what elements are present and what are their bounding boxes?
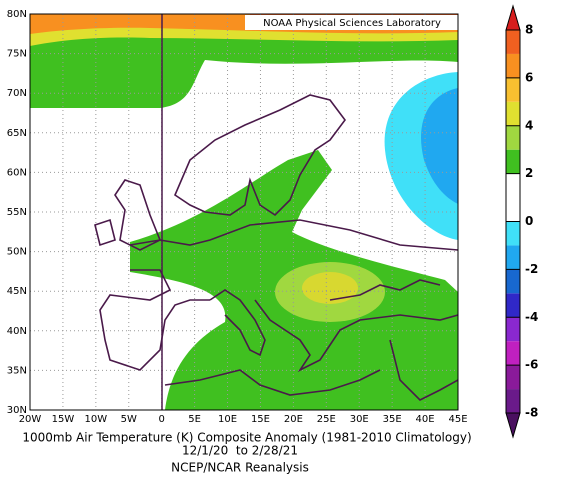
lon-tick-label: 15E bbox=[251, 414, 270, 425]
lab-box bbox=[245, 15, 458, 30]
caption-title: 1000mb Air Temperature (K) Composite Ano… bbox=[22, 431, 471, 445]
colorbar-swatch bbox=[506, 30, 520, 54]
colorbar-swatch bbox=[506, 77, 520, 102]
coast bbox=[99, 269, 210, 371]
lat-tick-label: 40N bbox=[7, 326, 27, 337]
map-frame bbox=[29, 13, 459, 411]
lon-tick-label: 45E bbox=[448, 414, 467, 425]
colorbar-label: -6 bbox=[525, 358, 538, 372]
lon-tick-label: 40E bbox=[416, 414, 435, 425]
lon-tick-label: 5W bbox=[121, 414, 137, 425]
lon-tick-label: 15W bbox=[52, 414, 75, 425]
colorbar-label: 8 bbox=[525, 23, 533, 37]
colorbar-label: 4 bbox=[525, 118, 533, 132]
coast bbox=[254, 299, 459, 373]
coast bbox=[164, 369, 381, 396]
colorbar-swatch bbox=[506, 149, 520, 174]
coast bbox=[94, 218, 116, 247]
lon-tick-label: 10E bbox=[218, 414, 237, 425]
colorbar-label: -4 bbox=[525, 310, 538, 324]
colorbar-label: 0 bbox=[525, 214, 533, 228]
colorbar-swatch bbox=[506, 221, 520, 246]
coast bbox=[174, 94, 346, 217]
coast bbox=[114, 179, 162, 251]
colorbar-swatch bbox=[506, 269, 520, 294]
coast bbox=[129, 219, 459, 251]
lon-tick-label: 25E bbox=[317, 414, 336, 425]
colorbar-swatch bbox=[506, 341, 520, 366]
colorbar-swatch bbox=[506, 245, 520, 270]
colorbar-label: 2 bbox=[525, 166, 533, 180]
lat-tick-label: 65N bbox=[7, 128, 27, 139]
colorbar-swatch bbox=[506, 173, 520, 198]
coastlines bbox=[94, 94, 459, 401]
blue-ne bbox=[421, 88, 458, 204]
colorbar-swatch bbox=[506, 365, 520, 390]
colorbar-label: -2 bbox=[525, 262, 538, 276]
lon-tick-label: 10W bbox=[85, 414, 108, 425]
colorbar-swatch bbox=[506, 53, 520, 78]
lat-tick-label: 50N bbox=[7, 247, 27, 258]
ticks: 20W 15W 10W 5W 0 5E 10E 15E 20E 25E 30E 35E 40E 45E 30… bbox=[7, 9, 468, 425]
colorbar: -8 -6 -4 -2 0 2 4 6 8 bbox=[505, 4, 538, 439]
yellow-romania bbox=[302, 272, 358, 304]
colorbar-over bbox=[505, 4, 521, 31]
coast bbox=[329, 279, 441, 301]
lat-tick-label: 55N bbox=[7, 207, 27, 218]
lat-tick-label: 30N bbox=[7, 405, 27, 416]
colorbar-swatch bbox=[506, 125, 520, 150]
lon-tick-label: 35E bbox=[383, 414, 402, 425]
lon-tick-label: 20W bbox=[19, 414, 42, 425]
coast bbox=[209, 289, 266, 357]
lat-tick-label: 35N bbox=[7, 365, 27, 376]
lon-tick-label: 20E bbox=[284, 414, 303, 425]
colorbar-swatch bbox=[506, 197, 520, 222]
colorbar-label: -8 bbox=[525, 406, 538, 420]
lon-tick-label: 30E bbox=[350, 414, 369, 425]
lon-tick-label: 5E bbox=[188, 414, 201, 425]
lat-tick-label: 75N bbox=[7, 49, 27, 60]
colorbar-swatch bbox=[506, 293, 520, 318]
lab-label: NOAA Physical Sciences Laboratory bbox=[263, 18, 441, 29]
coast bbox=[389, 339, 459, 401]
colorbar-label: 6 bbox=[525, 70, 533, 84]
colorbar-swatch bbox=[506, 101, 520, 126]
lat-tick-label: 80N bbox=[7, 9, 27, 20]
lat-tick-label: 70N bbox=[7, 88, 27, 99]
caption-source: NCEP/NCAR Reanalysis bbox=[171, 461, 309, 475]
lat-tick-label: 60N bbox=[7, 167, 27, 178]
lon-tick-label: 0 bbox=[159, 414, 165, 425]
colorbar-swatch bbox=[506, 389, 520, 413]
lat-tick-label: 45N bbox=[7, 286, 27, 297]
colorbar-under bbox=[505, 412, 521, 439]
caption-dates: 12/1/20 to 2/28/21 bbox=[182, 444, 298, 458]
colorbar-swatch bbox=[506, 317, 520, 342]
